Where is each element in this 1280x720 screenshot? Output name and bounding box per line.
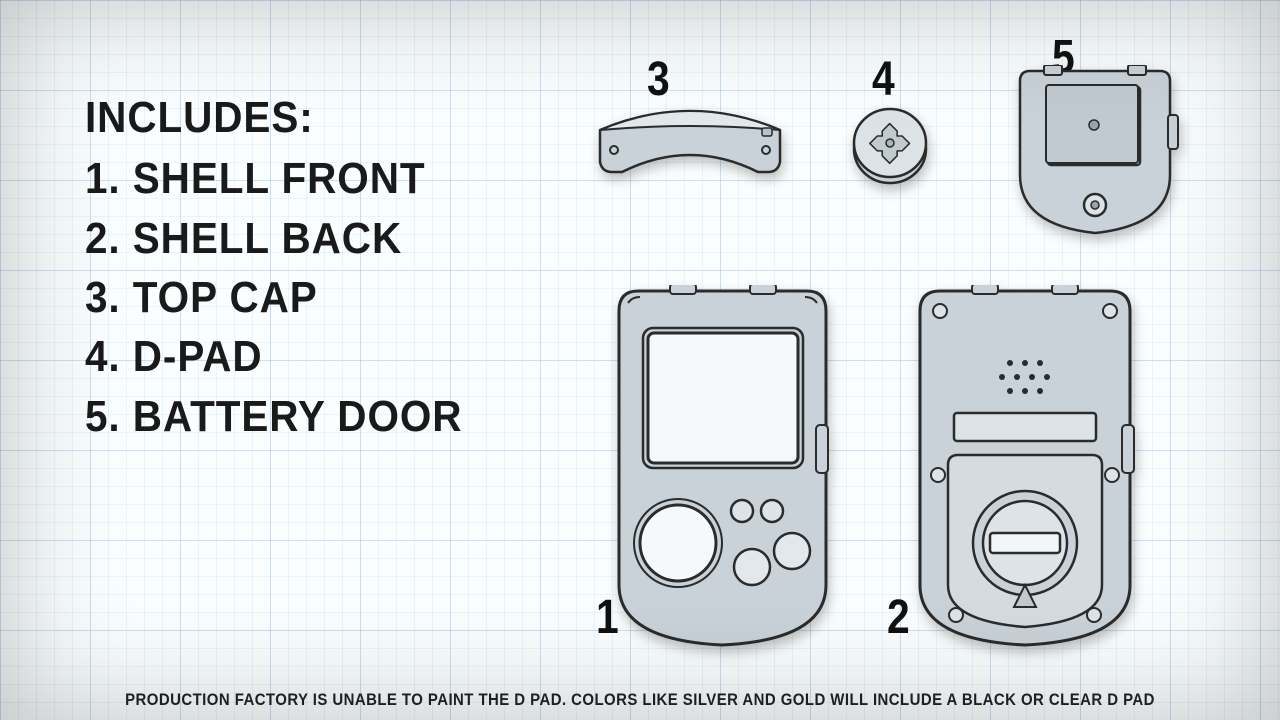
battery-door-diagram: [1010, 65, 1180, 240]
shell-front-diagram: [610, 285, 835, 650]
top-cap-diagram: [590, 100, 790, 195]
heading: INCLUDES:: [85, 95, 462, 141]
shell-back-diagram: [910, 285, 1140, 650]
footer-note: PRODUCTION FACTORY IS UNABLE TO PAINT TH…: [77, 690, 1203, 710]
list-item: 5. BATTERY DOOR: [85, 387, 462, 446]
part-label-4: 4: [872, 52, 895, 107]
includes-list: INCLUDES: 1. SHELL FRONT 2. SHELL BACK 3…: [85, 95, 495, 446]
d-pad-diagram: [850, 105, 930, 187]
part-label-2: 2: [887, 590, 910, 645]
list-item: 4. D-PAD: [85, 327, 462, 386]
part-label-3: 3: [647, 52, 670, 107]
list-item: 1. SHELL FRONT: [85, 149, 462, 208]
list-item: 2. SHELL BACK: [85, 209, 462, 268]
list-item: 3. TOP CAP: [85, 268, 462, 327]
